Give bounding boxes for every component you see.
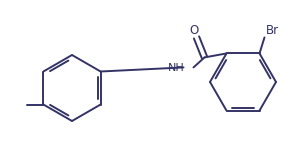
Text: O: O — [190, 24, 199, 37]
Text: NH: NH — [168, 63, 185, 73]
Text: Br: Br — [266, 24, 279, 37]
